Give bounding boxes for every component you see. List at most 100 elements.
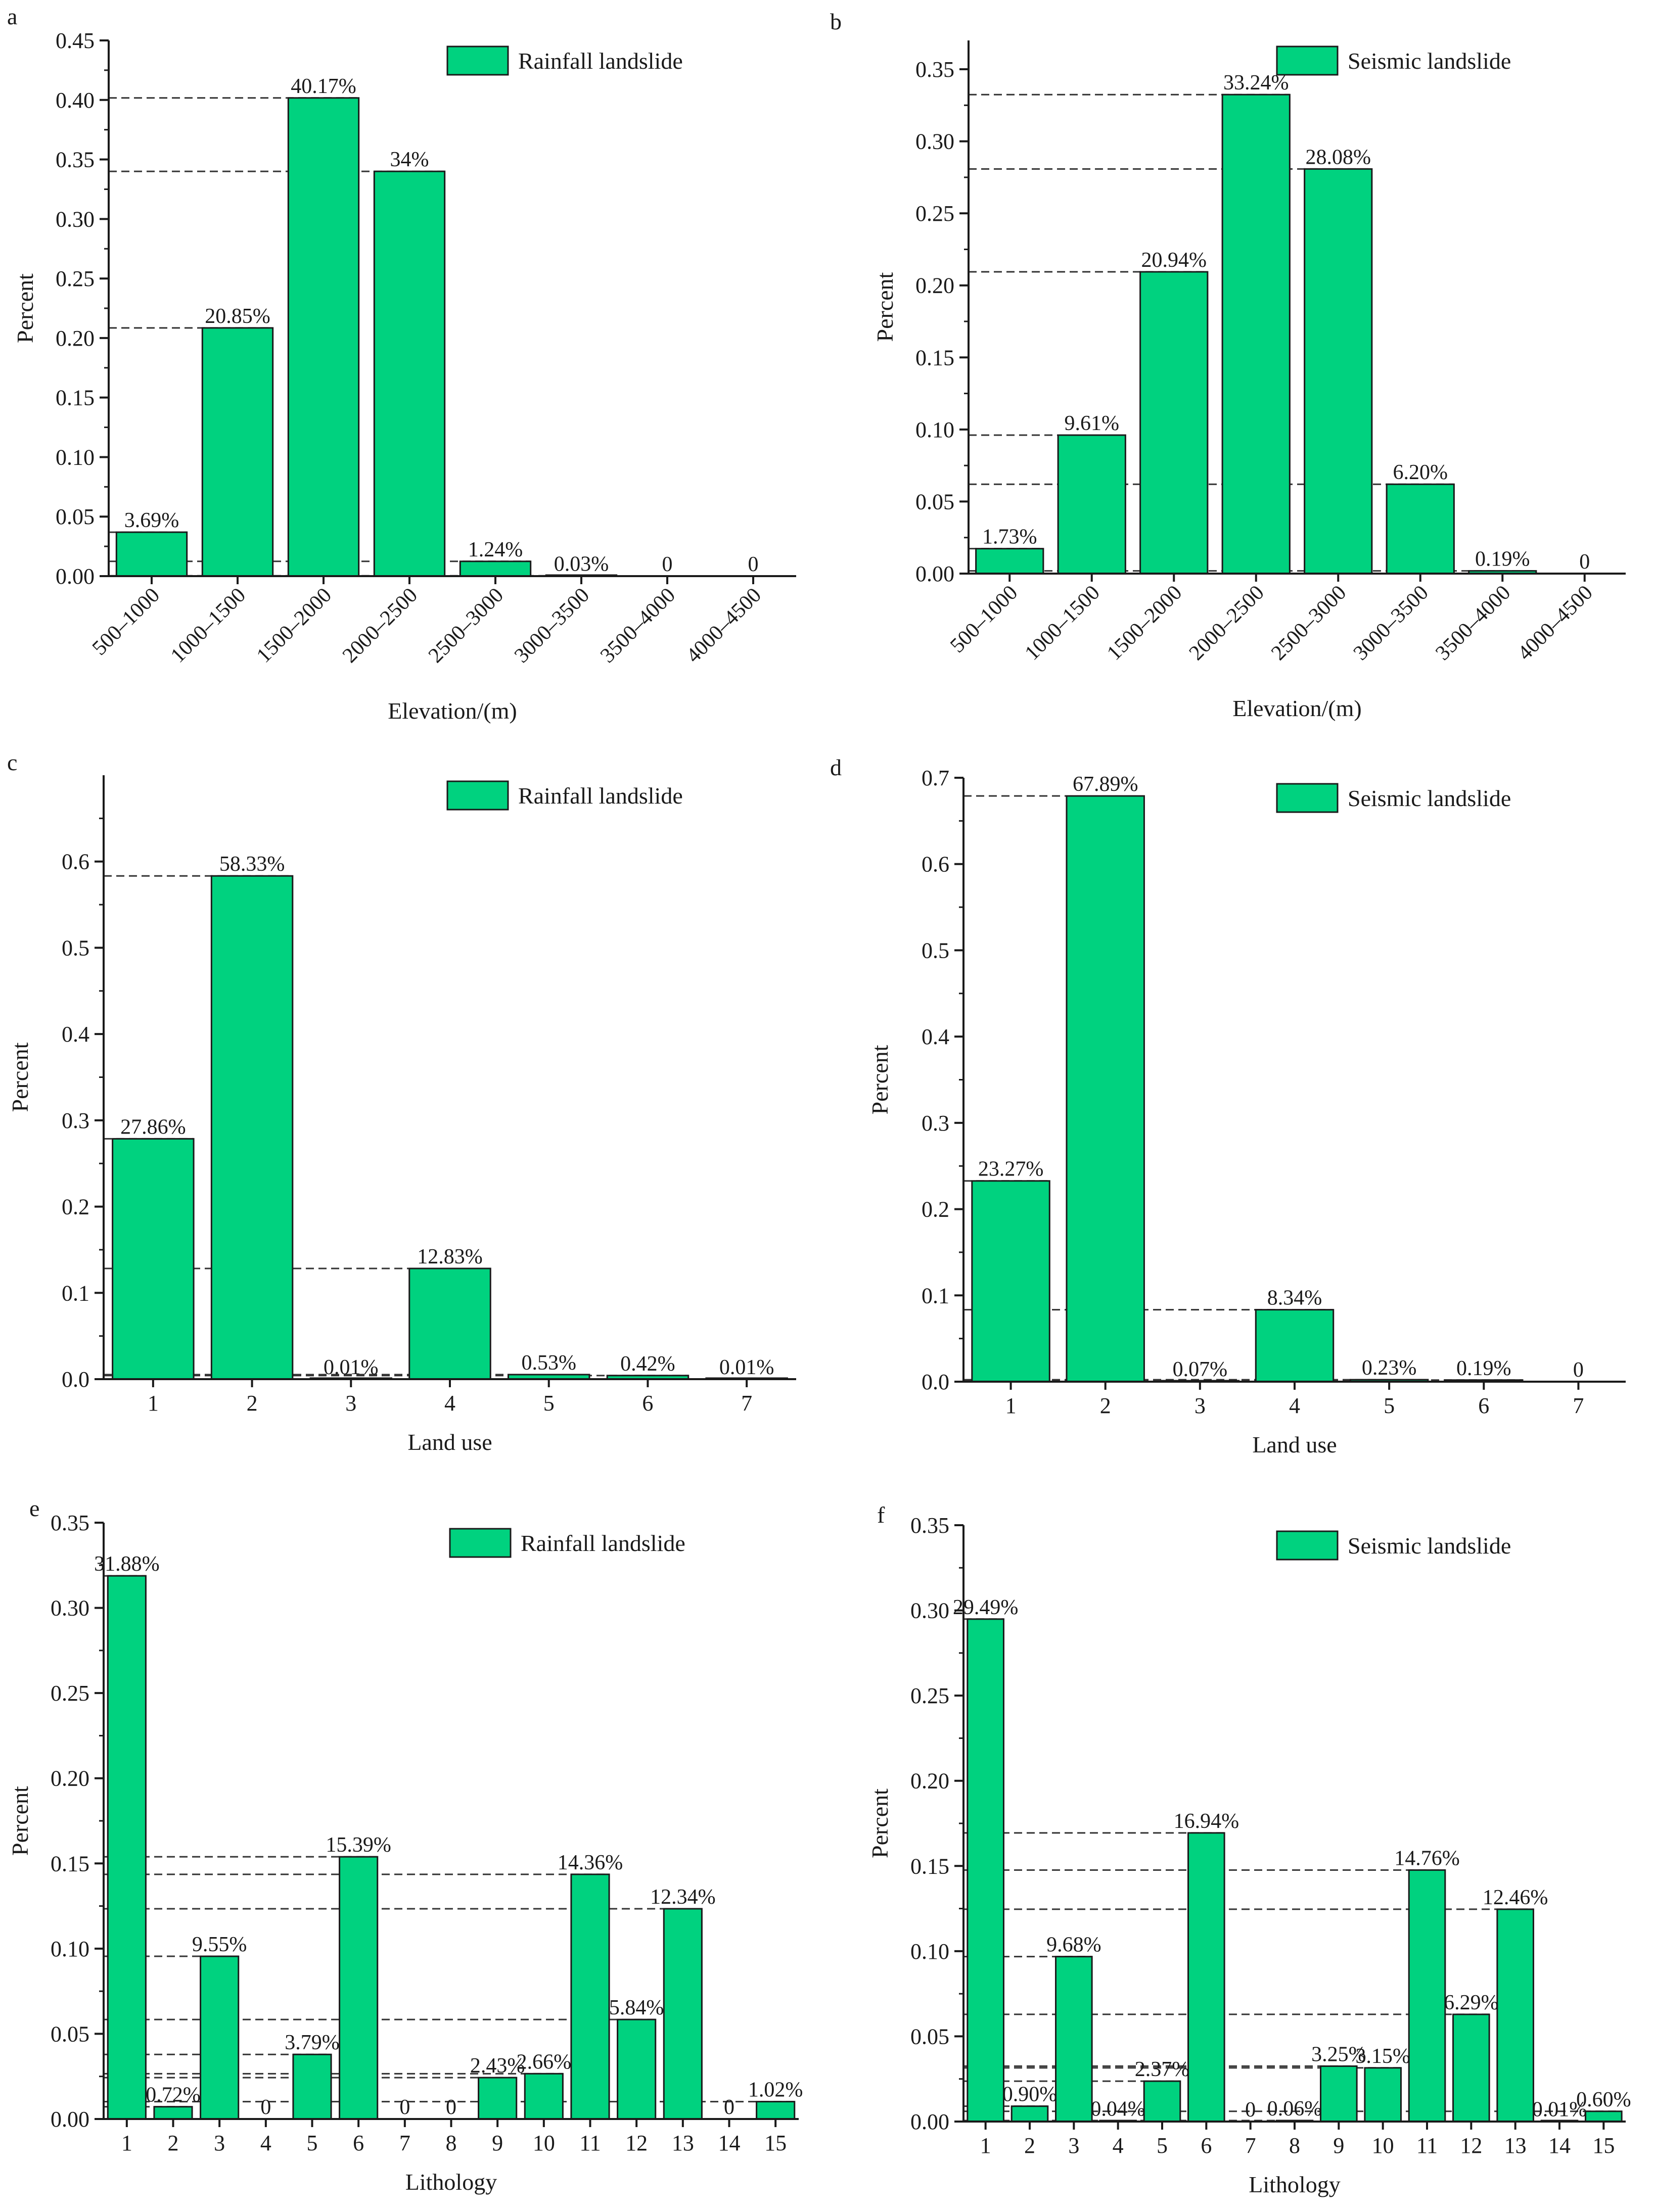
x-axis-title: Land use [1252, 1432, 1337, 1457]
panel-letter: d [830, 755, 842, 780]
data-label: 0.01% [1532, 2098, 1587, 2122]
x-tick-label: 500–1000 [946, 581, 1022, 657]
chart-f: f29.49%0.90%9.68%0.04%2.37%16.94%0 0.06%3… [867, 1502, 1631, 2197]
legend-label: Seismic landslide [1348, 785, 1511, 811]
data-label: 14.36% [558, 1851, 623, 1874]
x-axis-title: Lithology [405, 2169, 497, 2195]
x-tick-label: 5 [1157, 2133, 1168, 2158]
data-label: 67.89% [1073, 773, 1138, 796]
data-label: 0 [446, 2096, 456, 2119]
x-tick-label: 3000–3500 [510, 584, 594, 668]
y-tick-label: 0.05 [915, 489, 954, 514]
panel-letter: e [29, 1495, 39, 1521]
legend-label: Seismic landslide [1348, 48, 1511, 74]
y-tick-label: 0.00 [910, 2109, 949, 2134]
y-tick-label: 0.05 [910, 2024, 949, 2049]
x-tick-label: 4 [1289, 1393, 1300, 1418]
x-tick-label: 4 [1113, 2133, 1124, 2158]
data-label: 6.20% [1393, 461, 1448, 484]
x-tick-label: 6 [353, 2131, 364, 2155]
x-tick-label: 2 [1100, 1393, 1111, 1418]
y-tick-label: 0.5 [922, 938, 949, 963]
y-tick-label: 0.5 [62, 935, 89, 960]
y-axis-title: Percent [872, 272, 898, 342]
x-tick-label: 5 [1384, 1393, 1395, 1418]
x-tick-label: 1 [148, 1391, 159, 1416]
x-tick-label: 10 [533, 2131, 555, 2155]
x-tick-label: 5 [307, 2131, 318, 2155]
x-tick-label: 1 [1005, 1393, 1017, 1418]
data-label: 8.34% [1267, 1287, 1322, 1310]
y-tick-label: 0.2 [62, 1195, 89, 1219]
y-tick-label: 0.20 [915, 273, 954, 298]
y-tick-label: 0.25 [910, 1683, 949, 1708]
chart-b: b1.73%9.61%20.94%33.24%28.08%6.20%0.19% 0… [830, 9, 1626, 721]
x-tick-label: 3500–4000 [596, 584, 680, 668]
bar [663, 1908, 703, 2120]
x-tick-label: 3500–4000 [1431, 581, 1515, 665]
bar [1386, 483, 1455, 575]
x-tick-label: 14 [718, 2131, 741, 2155]
bar [967, 1618, 1004, 2123]
data-label: 0.53% [521, 1351, 576, 1375]
bar [1187, 1832, 1225, 2123]
y-tick-label: 0.20 [56, 326, 95, 351]
x-tick-label: 4000–4500 [682, 584, 766, 668]
bar [153, 2106, 193, 2120]
data-label: 31.88% [94, 1552, 160, 1576]
bar [210, 875, 294, 1380]
y-tick-label: 0.0 [62, 1367, 89, 1392]
x-tick-label: 6 [1201, 2133, 1212, 2158]
y-tick-label: 0.15 [915, 345, 954, 370]
data-label: 1.24% [468, 538, 523, 561]
data-label: 15.39% [326, 1833, 391, 1857]
data-label: 0.03% [554, 552, 609, 576]
chart-a: a 3.69% 20.85% 40.17% 34% 1.24% 0.03% 0 0 0.00 0.0… [7, 4, 796, 724]
legend-swatch [449, 1528, 512, 1558]
y-tick-label: 0.30 [910, 1598, 949, 1623]
data-label: 12.83% [417, 1245, 483, 1268]
x-tick-label: 2000–2500 [1185, 581, 1269, 665]
bar [1304, 168, 1373, 575]
y-tick-label: 0.40 [56, 88, 95, 113]
x-tick-label: 2 [1024, 2133, 1035, 2158]
panel-f: f 29.49% 0.90% 9.68% 0.04% 2.37% 16.94% 0 0.06% 3… [827, 1475, 1654, 2212]
data-label: 1.02% [748, 2079, 803, 2102]
panel-c: c 27.86% 58.33% 0.01% 12.83% 0.53% 0.42% 0.01% 0… [0, 737, 827, 1475]
bar [115, 531, 188, 577]
bar [339, 1856, 379, 2120]
y-axis-title: Percent [7, 1042, 33, 1112]
y-axis-title: Percent [7, 1786, 33, 1856]
y-tick-label: 0.3 [922, 1111, 949, 1136]
y-tick-label: 0.10 [56, 445, 95, 469]
bar [1496, 1908, 1534, 2123]
panel-letter: f [877, 1502, 885, 1528]
bar [1452, 2013, 1490, 2123]
data-label: 0.04% [1090, 2098, 1145, 2121]
y-tick-label: 0.15 [56, 386, 95, 410]
y-tick-label: 0.45 [56, 28, 95, 53]
x-tick-label: 3 [214, 2131, 225, 2155]
y-tick-label: 0.05 [56, 504, 95, 529]
y-axis-title: Percent [867, 1789, 893, 1858]
data-label: 14.76% [1394, 1847, 1460, 1870]
y-tick-label: 0.00 [915, 561, 954, 586]
x-tick-label: 6 [1478, 1393, 1489, 1418]
bar [1320, 2065, 1358, 2123]
bar [1057, 434, 1126, 575]
y-tick-label: 0.35 [56, 148, 95, 172]
y-tick-label: 0.2 [922, 1197, 949, 1222]
y-tick-label: 0.10 [51, 1937, 89, 1961]
bar [1408, 1869, 1446, 2123]
x-tick-label: 15 [764, 2131, 787, 2155]
x-axis-title: Elevation/(m) [388, 698, 517, 724]
x-tick-label: 5 [543, 1391, 555, 1416]
y-tick-label: 0.1 [62, 1281, 89, 1305]
x-tick-label: 1000–1500 [1021, 581, 1105, 665]
chart-d: d 23.27% 67.89% 0.07% 8.34% 0.23% 0.19% 0 0.0 0.1… [830, 755, 1626, 1457]
data-label: 5.84% [609, 1996, 664, 2019]
bar [1055, 1956, 1093, 2123]
data-label: 0.19% [1456, 1357, 1511, 1380]
bar [287, 97, 360, 577]
x-tick-label: 9 [1333, 2133, 1344, 2158]
